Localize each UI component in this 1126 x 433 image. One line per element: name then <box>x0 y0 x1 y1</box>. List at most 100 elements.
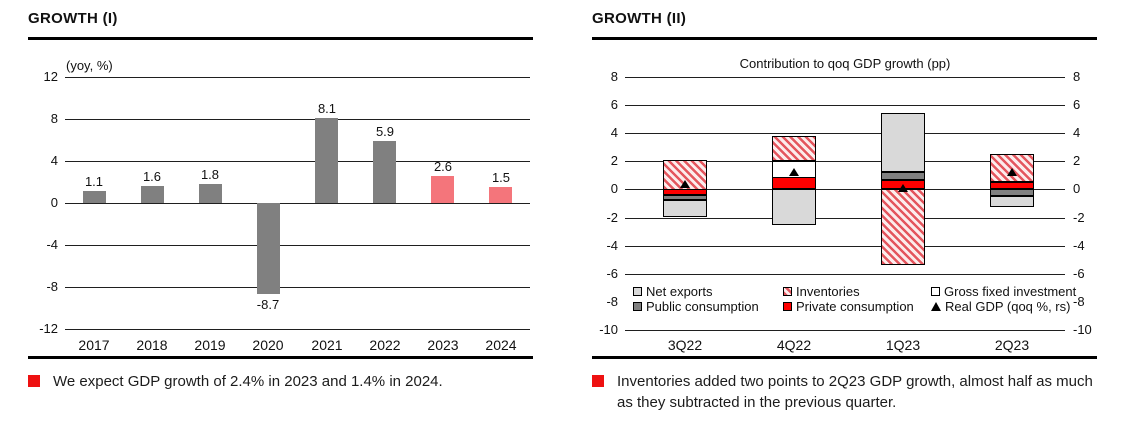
stacked-chart-title: Contribution to qoq GDP growth (pp) <box>739 56 951 71</box>
gridline-y0 <box>625 189 1065 190</box>
y-tick-label: 8 <box>50 111 58 126</box>
x-axis-label-2017: 2017 <box>78 337 110 353</box>
y-tick-label-left: -8 <box>606 294 618 309</box>
segment-red-1Q23 <box>881 180 925 189</box>
real-gdp-marker-1Q23 <box>898 184 908 192</box>
gridline-y-10 <box>625 330 1065 331</box>
bar-value-label: 5.9 <box>375 124 395 139</box>
y-tick-label: 12 <box>43 69 58 84</box>
panel-growth-2-bottom-rule <box>592 356 1097 359</box>
red-swatch-icon <box>783 302 792 311</box>
bar-2021 <box>315 118 338 203</box>
x-axis-label-2018: 2018 <box>136 337 168 353</box>
y-tick-label-left: -10 <box>599 322 618 337</box>
y-tick-label-right: -10 <box>1073 322 1092 337</box>
panel-growth-2-key-point: Inventories added two points to 2Q23 GDP… <box>592 371 1102 413</box>
gridline-y-12 <box>65 329 530 330</box>
y-tick-label: 0 <box>50 195 58 210</box>
segment-light-gray-1Q23 <box>881 113 925 172</box>
segment-red-hatch-2Q23 <box>990 154 1034 182</box>
bar-value-label: 2.6 <box>433 159 453 174</box>
panel-growth-1-key-point: We expect GDP growth of 2.4% in 2023 and… <box>28 371 533 392</box>
segment-red-hatch-4Q22 <box>772 136 816 161</box>
y-tick-label-right: -4 <box>1073 238 1085 253</box>
red-hatch-swatch-icon <box>783 287 792 296</box>
bar-2018 <box>141 186 164 203</box>
segment-red-3Q22 <box>663 189 707 195</box>
red-square-bullet-icon <box>592 375 604 387</box>
y-tick-label-left: -2 <box>606 210 618 225</box>
x-axis-label-2021: 2021 <box>311 337 343 353</box>
y-tick-label-right: 6 <box>1073 97 1081 112</box>
legend-label: Net exports <box>646 284 713 299</box>
segment-red-2Q23 <box>990 182 1034 189</box>
panel-growth-2-title: GROWTH (II) <box>592 10 687 27</box>
bar-2019 <box>199 184 222 203</box>
x-axis-label-2022: 2022 <box>369 337 401 353</box>
real-gdp-marker-4Q22 <box>789 168 799 176</box>
x-axis-label-3Q22: 3Q22 <box>667 337 703 353</box>
segment-dark-gray-1Q23 <box>881 172 925 180</box>
y-tick-label-right: 8 <box>1073 69 1081 84</box>
gridline-y4 <box>625 133 1065 134</box>
gridline-y12 <box>65 77 530 78</box>
legend-entry-red: Private consumption <box>783 299 914 314</box>
y-tick-label-left: 0 <box>610 181 618 196</box>
legend-entry-triangle-marker: Real GDP (qoq %, rs) <box>931 299 1070 314</box>
panel-growth-2-key-point-text: Inventories added two points to 2Q23 GDP… <box>617 373 1093 411</box>
y-axis-unit-label: (yoy, %) <box>66 58 113 73</box>
real-gdp-marker-2Q23 <box>1007 168 1017 176</box>
y-tick-label-right: 0 <box>1073 181 1081 196</box>
y-tick-label-left: 8 <box>610 69 618 84</box>
segment-red-hatch-3Q22 <box>663 160 707 190</box>
bar-value-label: -8.7 <box>256 297 280 312</box>
gridline-y2 <box>625 161 1065 162</box>
panel-growth-2-title-rule <box>592 37 1097 40</box>
y-tick-label-right: 4 <box>1073 125 1081 140</box>
real-gdp-marker-3Q22 <box>680 180 690 188</box>
gridline-y0 <box>65 203 530 204</box>
x-axis-label-2023: 2023 <box>427 337 459 353</box>
gridline-y4 <box>65 161 530 162</box>
segment-red-4Q22 <box>772 177 816 189</box>
gridline-y6 <box>625 105 1065 106</box>
y-tick-label-left: 2 <box>610 153 618 168</box>
y-tick-label-left: -6 <box>606 266 618 281</box>
segment-light-gray-2Q23 <box>990 196 1034 207</box>
x-axis-label-1Q23: 1Q23 <box>885 337 921 353</box>
segment-dark-gray-3Q22 <box>663 195 707 200</box>
gridline-y8 <box>65 119 530 120</box>
bar-value-label: 8.1 <box>317 101 337 116</box>
segment-red-hatch-1Q23 <box>881 189 925 265</box>
bar-value-label: 1.5 <box>491 170 511 185</box>
legend-label: Private consumption <box>796 299 914 314</box>
y-tick-label-left: 4 <box>610 125 618 140</box>
legend-label: Real GDP (qoq %, rs) <box>945 299 1071 314</box>
x-axis-label-2019: 2019 <box>194 337 226 353</box>
segment-white-4Q22 <box>772 161 816 178</box>
panel-growth-1-title: GROWTH (I) <box>28 10 118 27</box>
real-gdp-triangle-icon <box>931 302 941 311</box>
gridline-y-8 <box>65 287 530 288</box>
white-swatch-icon <box>931 287 940 296</box>
legend-label: Public consumption <box>646 299 759 314</box>
bar-2022 <box>373 141 396 203</box>
legend-label: Inventories <box>796 284 860 299</box>
y-tick-label-left: -4 <box>606 238 618 253</box>
segment-dark-gray-2Q23 <box>990 189 1034 196</box>
dark-gray-swatch-icon <box>633 302 642 311</box>
bar-2024 <box>489 187 512 203</box>
bar-value-label: 1.6 <box>142 169 162 184</box>
panel-growth-1-key-point-text: We expect GDP growth of 2.4% in 2023 and… <box>53 373 443 390</box>
gridline-y-2 <box>625 218 1065 219</box>
light-gray-swatch-icon <box>633 287 642 296</box>
gridline-y-4 <box>65 245 530 246</box>
x-axis-label-2024: 2024 <box>485 337 517 353</box>
bar-2020 <box>257 203 280 294</box>
y-tick-label-right: -8 <box>1073 294 1085 309</box>
y-tick-label-left: 6 <box>610 97 618 112</box>
y-tick-label: -4 <box>46 237 58 252</box>
